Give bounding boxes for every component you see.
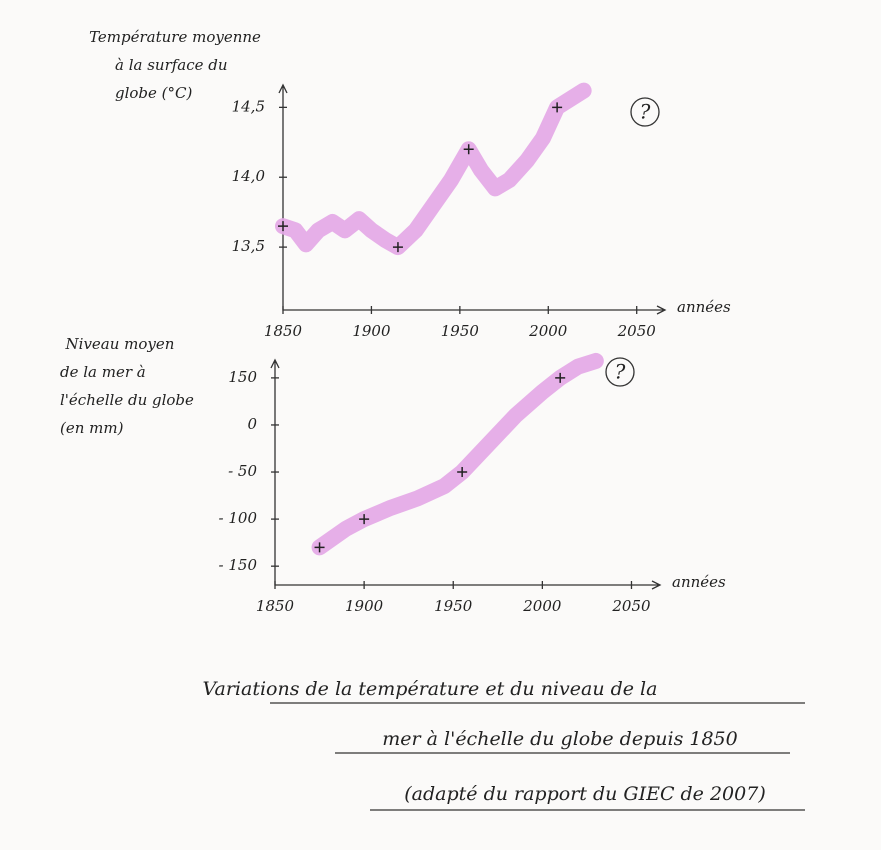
page: Variations de la température et du nivea… xyxy=(0,0,881,850)
x-tick-label: 2000 xyxy=(528,322,568,340)
annotation: ? xyxy=(615,360,626,384)
x-tick-label: 1850 xyxy=(256,597,295,615)
caption-line: (adapté du rapport du GIEC de 2007) xyxy=(404,783,765,805)
y-tick-label: - 50 xyxy=(228,462,257,480)
y-tick-label: 13,5 xyxy=(232,237,265,255)
y-tick-label: 150 xyxy=(228,368,257,386)
y-tick-label: 14,5 xyxy=(232,97,265,115)
x-tick-label: 1950 xyxy=(441,322,480,340)
x-tick-label: 1850 xyxy=(264,322,303,340)
y-tick-label: - 100 xyxy=(219,509,258,527)
caption-line: Variations de la température et du nivea… xyxy=(203,678,658,700)
x-tick-label: 1950 xyxy=(434,597,473,615)
y-axis-label: Niveau moyen xyxy=(65,335,175,353)
y-tick-label: - 150 xyxy=(219,556,258,574)
y-axis-label: (en mm) xyxy=(60,419,124,437)
axes xyxy=(279,85,665,314)
y-axis-label: de la mer à xyxy=(60,363,146,381)
x-tick-label: 1900 xyxy=(345,597,384,615)
y-tick-label: 14,0 xyxy=(232,167,266,185)
data-line xyxy=(283,91,584,248)
y-axis-label: globe (°C) xyxy=(115,84,193,102)
x-tick-label: 2000 xyxy=(522,597,562,615)
y-axis-label: à la surface du xyxy=(115,56,228,74)
annotation: ? xyxy=(640,100,651,124)
x-tick-label: 2050 xyxy=(611,597,651,615)
caption-line: mer à l'échelle du globe depuis 1850 xyxy=(382,728,737,750)
x-axis-label: années xyxy=(677,298,731,316)
x-tick-label: 1900 xyxy=(352,322,391,340)
x-tick-label: 2050 xyxy=(617,322,657,340)
y-axis-label: Température moyenne xyxy=(89,28,261,46)
y-axis-label: l'échelle du globe xyxy=(60,391,194,409)
y-tick-label: 0 xyxy=(247,415,257,433)
x-axis-label: années xyxy=(672,573,726,591)
